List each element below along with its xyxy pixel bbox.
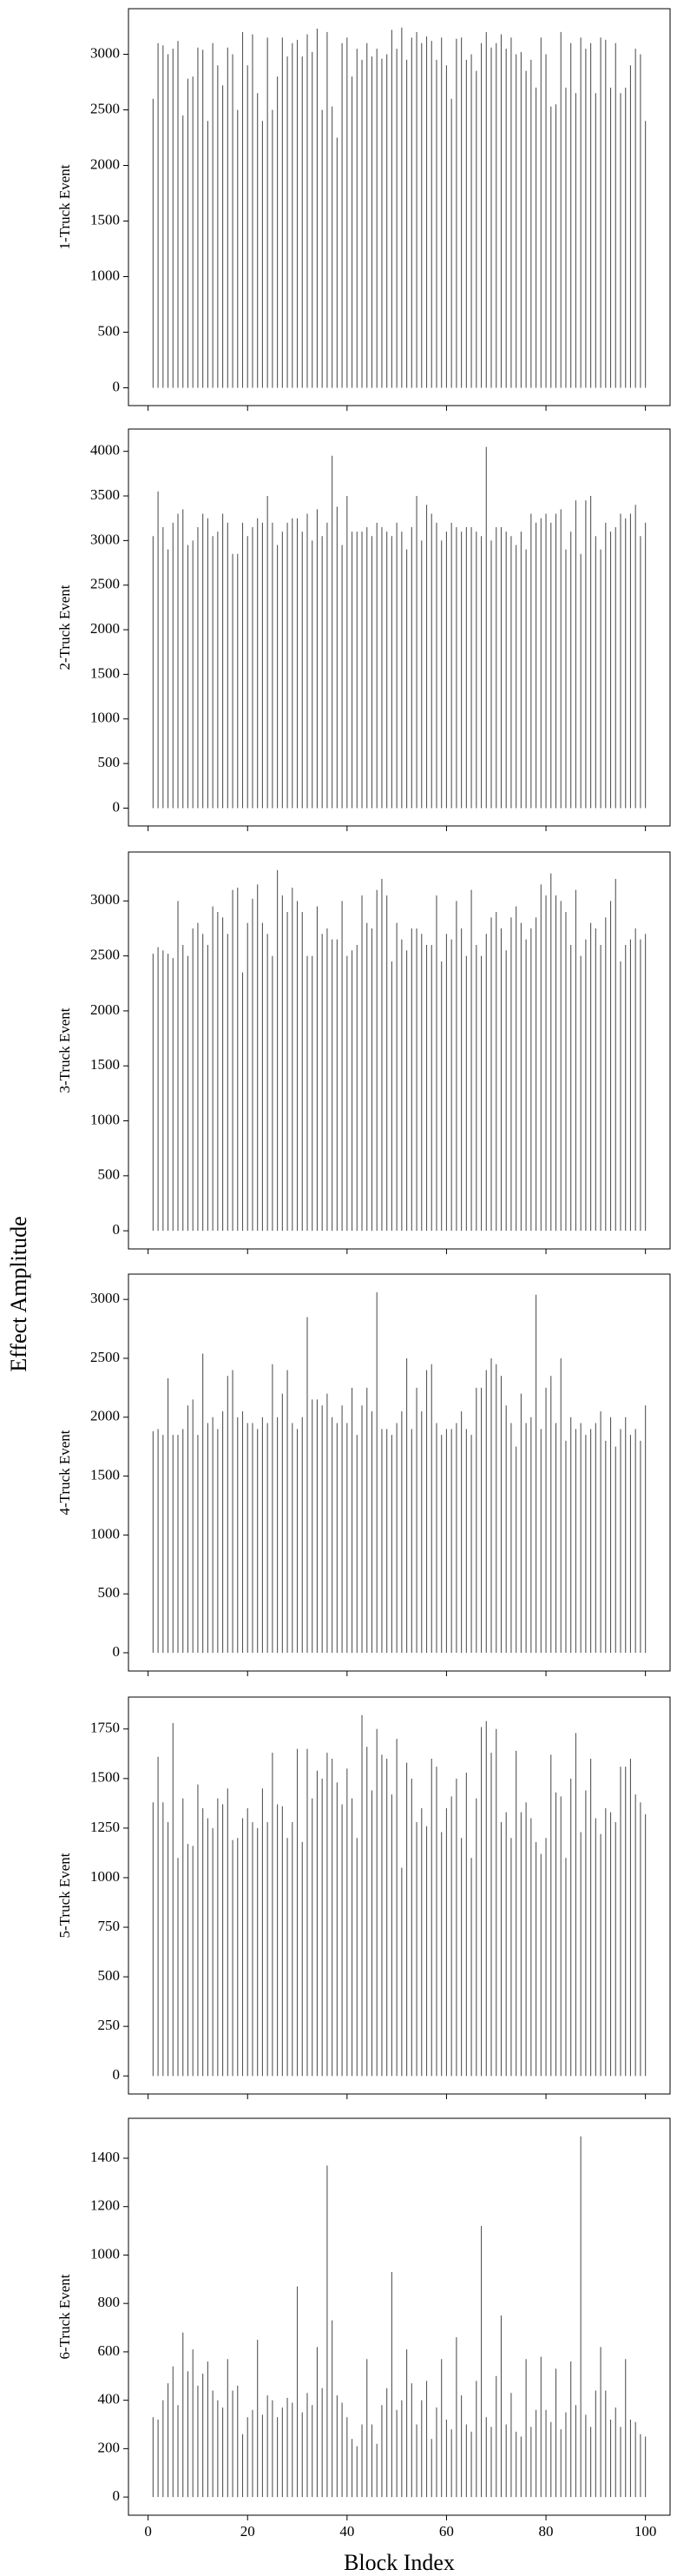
y-tick-label: 0 [113, 2487, 121, 2504]
y-tick-label: 3000 [90, 1290, 120, 1306]
panel-frame [128, 2117, 671, 2516]
y-tick-label: 1500 [90, 1769, 120, 1786]
y-tick-label: 400 [98, 2391, 121, 2408]
panel-frame [128, 851, 671, 1250]
y-tick-label: 500 [98, 1967, 121, 1984]
y-tick-label: 500 [98, 754, 121, 770]
y-axis-label: Effect Amplitude [6, 1216, 31, 1371]
x-tick-label: 60 [439, 2523, 454, 2540]
y-tick-label: 2000 [90, 1408, 120, 1424]
y-tick-label: 2500 [90, 1349, 120, 1365]
y-tick-label: 1000 [90, 1525, 120, 1542]
y-tick-label: 1000 [90, 710, 120, 726]
y-tick-label: 250 [98, 2017, 121, 2033]
y-tick-label: 3000 [90, 531, 120, 547]
y-tick-label: 200 [98, 2439, 121, 2455]
y-tick-label: 2000 [90, 1001, 120, 1018]
y-tick-label: 1000 [90, 1111, 120, 1127]
y-tick-label: 750 [98, 1918, 121, 1934]
y-tick-label: 800 [98, 2294, 121, 2310]
y-tick-label: 4000 [90, 442, 120, 459]
y-tick-label: 1000 [90, 2245, 120, 2262]
panel-y-label: 2-Truck Event [56, 585, 73, 670]
y-tick-label: 3000 [90, 44, 120, 61]
y-tick-label: 2000 [90, 155, 120, 172]
x-tick-label: 100 [634, 2523, 657, 2540]
panel-frame [128, 1696, 671, 2095]
y-tick-label: 1250 [90, 1819, 120, 1835]
x-tick-label: 0 [144, 2523, 152, 2540]
panel-y-label: 3-Truck Event [56, 1007, 73, 1093]
y-tick-label: 0 [113, 1221, 121, 1238]
panel-y-label: 5-Truck Event [56, 1853, 73, 1938]
x-axis-label: Block Index [344, 2550, 455, 2575]
y-tick-label: 1500 [90, 1056, 120, 1073]
panel-frame [128, 1273, 671, 1672]
y-tick-label: 600 [98, 2342, 121, 2359]
x-tick-label: 80 [539, 2523, 554, 2540]
y-tick-label: 1750 [90, 1720, 120, 1736]
y-tick-label: 500 [98, 322, 121, 339]
y-tick-label: 3500 [90, 486, 120, 503]
y-tick-label: 2000 [90, 620, 120, 637]
y-tick-label: 0 [113, 378, 121, 394]
y-tick-label: 2500 [90, 576, 120, 592]
y-tick-label: 1000 [90, 267, 120, 283]
y-tick-label: 3000 [90, 891, 120, 908]
y-tick-label: 1500 [90, 211, 120, 228]
panel-y-label: 1-Truck Event [56, 164, 73, 249]
y-tick-label: 0 [113, 798, 121, 815]
panel-y-label: 4-Truck Event [56, 1430, 73, 1515]
y-tick-label: 500 [98, 1166, 121, 1183]
panel-frame [128, 428, 671, 827]
y-tick-label: 1000 [90, 1868, 120, 1885]
y-tick-label: 1400 [90, 2149, 120, 2165]
y-tick-label: 1200 [90, 2197, 120, 2214]
x-tick-label: 40 [339, 2523, 354, 2540]
y-tick-label: 0 [113, 1643, 121, 1660]
panel-frame [128, 8, 671, 406]
y-tick-label: 1500 [90, 664, 120, 681]
y-tick-label: 1500 [90, 1466, 120, 1483]
y-tick-label: 500 [98, 1584, 121, 1601]
y-tick-label: 2500 [90, 100, 120, 116]
y-tick-label: 0 [113, 2066, 121, 2083]
panel-y-label: 6-Truck Event [56, 2274, 73, 2359]
y-tick-label: 2500 [90, 947, 120, 963]
x-tick-label: 20 [240, 2523, 255, 2540]
